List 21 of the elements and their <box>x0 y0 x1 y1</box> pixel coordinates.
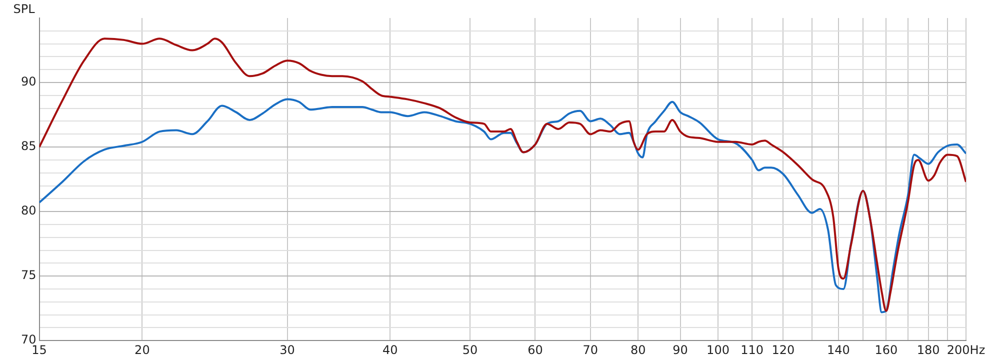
x-tick-label: 40 <box>382 342 398 357</box>
y-axis-title: SPL <box>13 2 36 16</box>
x-tick-label: 120 <box>772 342 795 357</box>
y-tick-label: 90 <box>20 74 36 89</box>
x-tick-label: 200Hz <box>946 342 986 357</box>
y-tick-label: 75 <box>20 268 36 282</box>
x-tick-label: 160 <box>874 342 898 357</box>
x-tick-label: 180 <box>916 342 940 357</box>
x-tick-label: 100 <box>706 342 730 357</box>
x-tick-label: 20 <box>134 342 150 357</box>
y-tick-label: 80 <box>20 204 36 218</box>
x-tick-label: 110 <box>740 342 764 357</box>
x-tick-label: 50 <box>462 342 478 357</box>
y-tick-label: 85 <box>20 139 36 154</box>
x-tick-label: 30 <box>280 342 295 357</box>
x-tick-label: 15 <box>32 342 47 357</box>
x-tick-label: 70 <box>582 342 598 357</box>
x-tick-label: 60 <box>528 342 543 357</box>
x-tick-label: 140 <box>826 342 850 357</box>
x-tick-label: 80 <box>630 342 646 357</box>
x-tick-label: 90 <box>672 342 688 357</box>
